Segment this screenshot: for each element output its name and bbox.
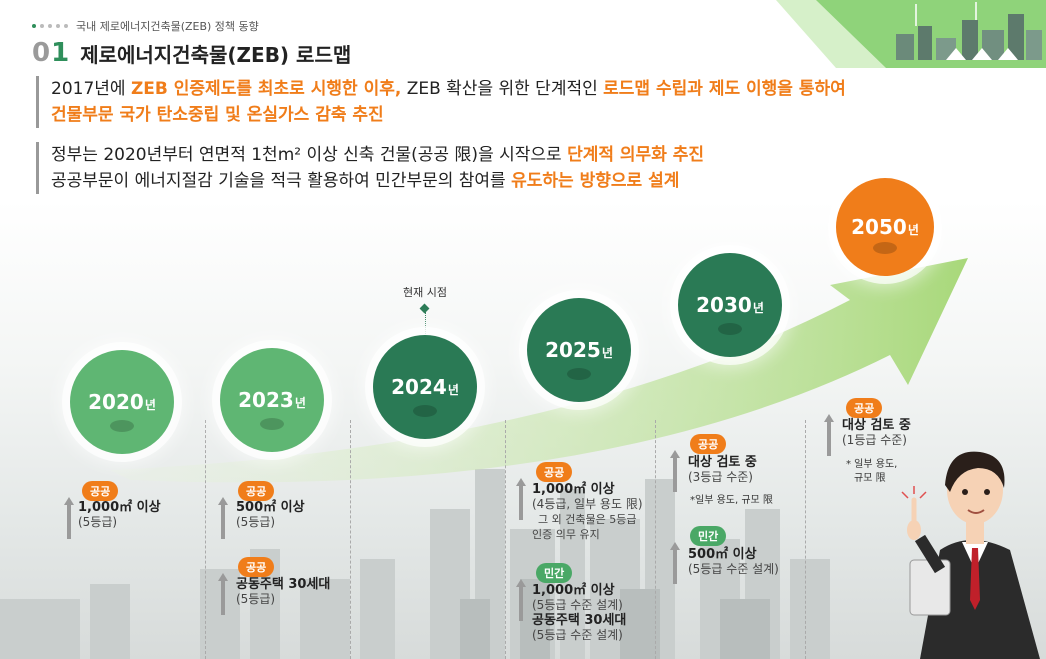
badge-public: 공공	[536, 462, 573, 482]
up-arrow-icon	[218, 573, 228, 615]
up-arrow-icon	[824, 414, 834, 456]
breadcrumb-text: 국내 제로에너지건축물(ZEB) 정책 동향	[76, 20, 259, 33]
current-point-label: 현재 시점	[403, 286, 447, 299]
up-arrow-icon	[670, 450, 680, 492]
green-city-illustration	[776, 0, 1046, 68]
timeline-divider	[205, 420, 206, 659]
badge-public: 공공	[690, 434, 727, 454]
up-arrow-icon	[64, 497, 74, 539]
up-arrow-icon	[218, 497, 228, 539]
intro-paragraph-2: 정부는 2020년부터 연면적 1천m² 이상 신축 건물(공공 限)을 시작으…	[36, 142, 704, 194]
badge-private: 민간	[690, 526, 727, 546]
section-heading: 01 제로에너지건축물(ZEB) 로드맵	[32, 38, 351, 68]
milestone-2023: 2023년	[220, 348, 324, 452]
badge-public: 공공	[238, 557, 275, 577]
milestone-2020: 2020년	[70, 350, 174, 454]
milestone-2050-note: * 일부 용도, 규모 限	[846, 459, 898, 484]
timeline-divider	[655, 420, 656, 659]
milestone-2050-public: 대상 검토 중 (1등급 수준)	[842, 418, 911, 447]
timeline-divider	[805, 420, 806, 659]
milestone-2025-private: 1,000㎡ 이상 (5등급 수준 설계) 공동주택 30세대 (5등급 수준 …	[532, 583, 627, 642]
badge-public: 공공	[82, 481, 119, 501]
timeline-divider	[505, 420, 506, 659]
milestone-2030-private: 500㎡ 이상 (5등급 수준 설계)	[688, 547, 779, 576]
up-arrow-icon	[516, 478, 526, 520]
breadcrumb: 국내 제로에너지건축물(ZEB) 정책 동향	[32, 18, 259, 34]
section-number: 01	[32, 38, 71, 68]
milestone-2030-public: 대상 검토 중 (3등급 수준)	[688, 455, 757, 484]
milestone-2023-public-area: 500㎡ 이상 (5등급)	[236, 500, 305, 529]
milestone-2030-note: *일부 용도, 규모 限	[690, 495, 773, 506]
milestone-2024: 2024년	[373, 335, 477, 439]
milestone-2050: 2050년	[836, 178, 934, 276]
breadcrumb-dots	[32, 24, 68, 28]
current-point-line	[425, 312, 426, 352]
section-title: 제로에너지건축물(ZEB) 로드맵	[80, 42, 352, 67]
timeline-divider	[350, 420, 351, 659]
presenter-illustration	[901, 451, 1040, 659]
milestone-2020-public: 1,000㎡ 이상 (5등급)	[78, 500, 161, 529]
badge-public: 공공	[238, 481, 275, 501]
milestone-2030: 2030년	[678, 253, 782, 357]
up-arrow-icon	[670, 542, 680, 584]
intro-paragraph-1: 2017년에 ZEB 인증제도를 최초로 시행한 이후, ZEB 확산을 위한 …	[36, 76, 846, 128]
badge-public: 공공	[846, 398, 883, 418]
milestone-2025: 2025년	[527, 298, 631, 402]
badge-private: 민간	[536, 563, 573, 583]
up-arrow-icon	[516, 579, 526, 621]
milestone-2025-public: 1,000㎡ 이상 (4등급, 일부 용도 限) 그 외 건축물은 5등급 인증…	[532, 482, 643, 541]
milestone-2023-public-housing: 공동주택 30세대 (5등급)	[236, 577, 331, 606]
